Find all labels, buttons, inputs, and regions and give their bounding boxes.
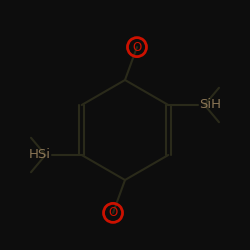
Text: HSi: HSi [28,148,50,162]
Text: O: O [132,40,141,54]
Text: SiH: SiH [200,98,222,112]
Text: O: O [108,206,118,220]
